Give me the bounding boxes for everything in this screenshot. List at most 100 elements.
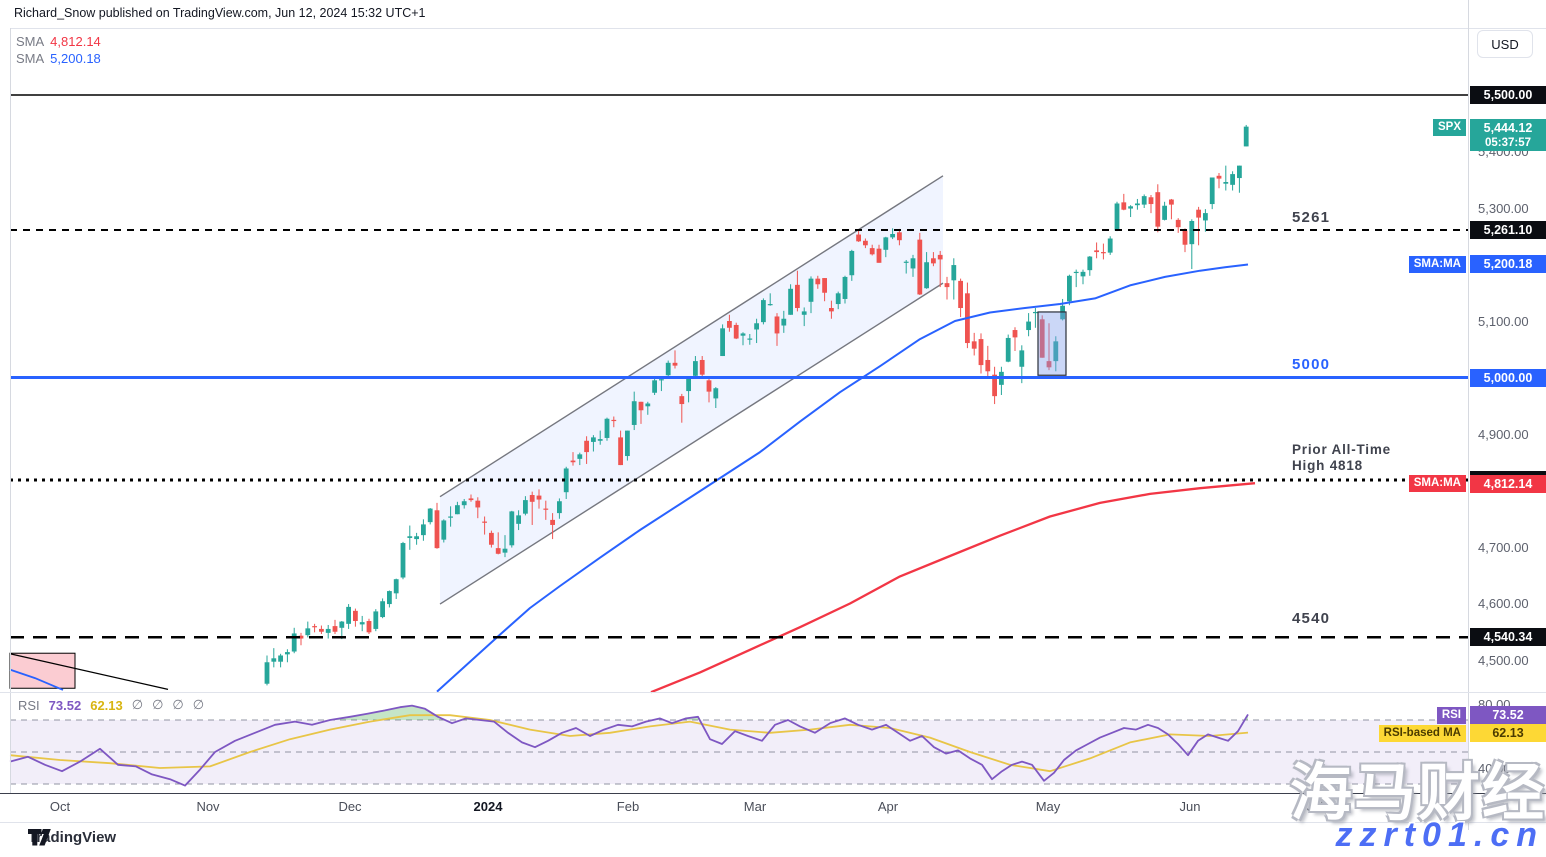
time-axis-label-Jun[interactable]: Jun [1179, 799, 1201, 814]
candle [393, 578, 399, 599]
annotation-prior-ath-line2: High 4818 [1292, 458, 1363, 473]
time-axis-label-2024[interactable]: 2024 [473, 799, 503, 814]
time-axis-label-Dec[interactable]: Dec [338, 799, 362, 814]
rsi-tick-40: 40.00 [1478, 760, 1511, 776]
candle [951, 258, 957, 300]
sma-blue-legend[interactable]: SMA 5,200.18 [16, 51, 101, 66]
rsi-pane-separator[interactable] [0, 692, 1546, 693]
candle [557, 498, 562, 519]
candle [591, 435, 596, 452]
price-badge-sma-red-value: 4,812.14 [1470, 474, 1546, 493]
sma-50-line[interactable] [436, 263, 1249, 693]
candle [1107, 236, 1113, 255]
candle [1237, 165, 1242, 193]
sma-200-line[interactable] [650, 482, 1256, 694]
candle [706, 377, 712, 403]
candle [1128, 205, 1133, 218]
candle [672, 350, 678, 369]
candle [795, 270, 800, 312]
candle [543, 500, 549, 520]
rsi-legend[interactable]: RSI 73.52 62.13 ∅ ∅ ∅ ∅ [18, 697, 204, 713]
candle [1230, 171, 1235, 191]
candle [373, 609, 379, 632]
candle [659, 377, 664, 392]
time-axis-label-Feb[interactable]: Feb [616, 799, 640, 814]
candle [461, 498, 467, 509]
time-axis-label-Mar[interactable]: Mar [743, 799, 767, 814]
candle [665, 360, 671, 379]
time-axis-label-Jul[interactable]: Jul [1306, 799, 1324, 814]
candle [1053, 336, 1059, 372]
time-axis-label-Apr[interactable]: Apr [877, 799, 899, 814]
sma-red-legend[interactable]: SMA 4,812.14 [16, 34, 101, 49]
candle [638, 401, 644, 424]
candle [516, 510, 521, 531]
spx-price-value: 5,444.12 [1483, 120, 1533, 135]
candle [523, 496, 528, 516]
tradingview-logo-text: TradingView [28, 829, 117, 846]
candle [468, 494, 474, 502]
pink-drawing-box[interactable] [9, 652, 76, 689]
channel-lower-line[interactable] [439, 282, 944, 605]
time-axis-label-Nov[interactable]: Nov [196, 799, 220, 814]
candle [414, 532, 419, 545]
candle [604, 417, 610, 441]
candle [1080, 269, 1086, 285]
candle [863, 238, 868, 249]
candle [1073, 269, 1079, 288]
candle [679, 393, 685, 423]
candle [441, 519, 447, 543]
candle [733, 322, 739, 340]
candle [699, 356, 705, 379]
candle [264, 655, 270, 686]
candle [291, 627, 297, 654]
candle [1141, 194, 1147, 208]
candle [319, 625, 324, 635]
annotation-5000: 5000 [1292, 356, 1331, 373]
watermark-url: zzrt01.cn [1335, 816, 1544, 854]
candle [761, 298, 766, 325]
tradingview-logo-icon [28, 829, 51, 846]
rsi-ma-tag: RSI-based MA [1378, 724, 1466, 742]
candle [829, 300, 834, 319]
candle [910, 254, 916, 277]
candle [835, 291, 841, 310]
candle [271, 648, 277, 668]
sma-blue-legend-value: 5,200.18 [50, 51, 101, 66]
candle [1094, 242, 1099, 259]
currency-button[interactable]: USD [1477, 30, 1533, 58]
rsi-line[interactable] [9, 704, 1249, 787]
price-tick-4900: 4,900.00 [1478, 426, 1529, 442]
candle [801, 307, 807, 327]
annotation-5261: 5261 [1292, 209, 1331, 226]
ascending-channel-fill[interactable] [440, 175, 943, 605]
candle [1121, 193, 1127, 211]
price-tick-4500: 4,500.00 [1478, 652, 1529, 668]
candle [693, 356, 698, 379]
price-badge-spx-last-price: 5,444.12 05:37:57 [1470, 118, 1546, 151]
consolidation-box[interactable] [1037, 311, 1067, 376]
candle [652, 378, 657, 396]
channel-upper-line[interactable] [439, 175, 944, 498]
indicator-tag-sma-red-value: SMA:MA [1408, 475, 1466, 493]
candle [359, 615, 365, 632]
rsi-ma-line[interactable] [9, 714, 1249, 773]
candle [1039, 315, 1045, 358]
descending-trendline[interactable] [9, 653, 169, 691]
candle [325, 624, 331, 639]
candle [495, 532, 501, 555]
candle [380, 598, 385, 619]
candle [434, 502, 440, 549]
candle [1046, 323, 1052, 371]
time-axis-label-May[interactable]: May [1035, 799, 1061, 814]
candle [971, 332, 977, 356]
candle [509, 510, 515, 548]
candle [740, 332, 746, 346]
candle [931, 252, 936, 267]
rsi-empty-slot: ∅ [131, 697, 144, 712]
time-axis-label-Oct[interactable]: Oct [49, 799, 71, 814]
candle [917, 232, 923, 296]
tradingview-logo[interactable]: TradingView [28, 829, 116, 846]
